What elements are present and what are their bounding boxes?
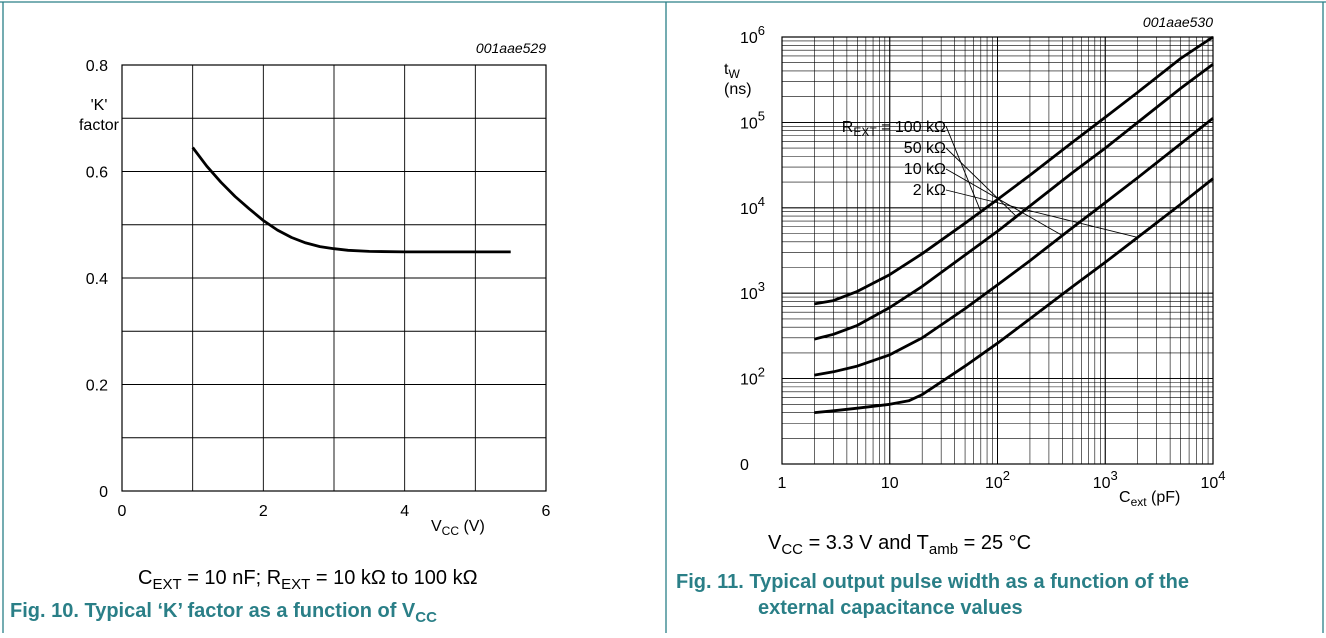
- fig11-x-tick-label: 10: [881, 475, 899, 492]
- fig10-y-tick-label: 0: [99, 484, 108, 501]
- fig10-x-tick-label: 0: [118, 503, 127, 520]
- fig11-curve-10k: [814, 117, 1214, 377]
- fig11-x-tick-label: 1: [778, 475, 787, 492]
- fig11-curves: [814, 35, 1214, 414]
- fig11-x-tick-label: 102: [985, 468, 1010, 492]
- fig10-x-tick-label: 4: [400, 503, 409, 520]
- fig10-y-ticks: 0 0.2 0.4 0.6 0.8: [86, 58, 108, 501]
- fig10-id-code: 001aae529: [476, 40, 546, 56]
- fig10-y-tick-label: 0.4: [86, 271, 108, 288]
- fig10-x-tick-label: 6: [542, 503, 551, 520]
- fig11-ylabel-line1: tW: [724, 61, 740, 81]
- fig11-grid: [782, 37, 1213, 464]
- fig11-label-100k: REXT = 100 kΩ: [842, 119, 946, 139]
- fig11-y-tick-label: 102: [740, 365, 765, 389]
- fig11-y-tick-label: 103: [740, 279, 765, 303]
- fig11-xlabel: Cext (pF): [1119, 489, 1180, 509]
- fig10-k-factor-curve: [191, 146, 511, 254]
- fig11-label-50k: 50 kΩ: [904, 140, 946, 157]
- fig10-plot-frame: [121, 64, 547, 492]
- fig10-caption: Fig. 10. Typical ‘K’ factor as a functio…: [10, 600, 437, 626]
- fig11-y-tick-label: 106: [740, 23, 765, 47]
- fig10-ylabel-line1: 'K': [91, 97, 108, 114]
- fig11-y-tick-label: 105: [740, 108, 765, 132]
- fig11-leader-lines: [945, 125, 1138, 238]
- fig10-y-tick-label: 0.6: [86, 165, 108, 182]
- fig11-plot-frame: [781, 36, 1214, 465]
- fig10-y-tick-label: 0.2: [86, 378, 108, 395]
- fig11-x-tick-label: 104: [1200, 468, 1225, 492]
- fig11-curve-50k: [814, 63, 1214, 341]
- fig11-ylabel-line2: (ns): [724, 81, 752, 98]
- fig11-leader-line: [945, 168, 1063, 236]
- fig11-leader-line: [945, 189, 1138, 238]
- fig11-x-tick-label: 103: [1093, 468, 1118, 492]
- fig10-y-tick-label: 0.8: [86, 58, 108, 75]
- fig10-x-tick-label: 2: [259, 503, 268, 520]
- fig11-leader-line: [945, 147, 1017, 217]
- fig11-x-ticks: 1 10 102 103 104: [778, 468, 1226, 492]
- fig11-y-tick-label: 104: [740, 194, 765, 218]
- fig10-ylabel-line2: factor: [79, 117, 120, 134]
- fig11-leader-line: [945, 125, 982, 212]
- fig11-conditions: VCC = 3.3 V and Tamb = 25 °C: [768, 532, 1031, 558]
- fig11-caption-line1: Fig. 11. Typical output pulse width as a…: [676, 571, 1189, 593]
- fig11-caption-line2: external capacitance values: [758, 597, 1023, 619]
- fig10-xlabel: VCC (V): [431, 518, 485, 538]
- fig11-y-tick-label: 0: [740, 457, 749, 474]
- fig10-conditions: CEXT = 10 nF; REXT = 10 kΩ to 100 kΩ: [138, 567, 478, 593]
- fig11-id-code: 001aae530: [1143, 14, 1213, 30]
- fig11-label-10k: 10 kΩ: [904, 161, 946, 178]
- fig11-y-ticks: 0 102 103 104 105 106: [740, 23, 765, 474]
- fig10-x-ticks: 0 2 4 6: [118, 503, 551, 520]
- fig11-curve-100k: [814, 35, 1214, 306]
- fig11-label-2k: 2 kΩ: [913, 182, 946, 199]
- fig10-grid: [122, 65, 546, 491]
- fig11-curve-2k: [814, 177, 1214, 414]
